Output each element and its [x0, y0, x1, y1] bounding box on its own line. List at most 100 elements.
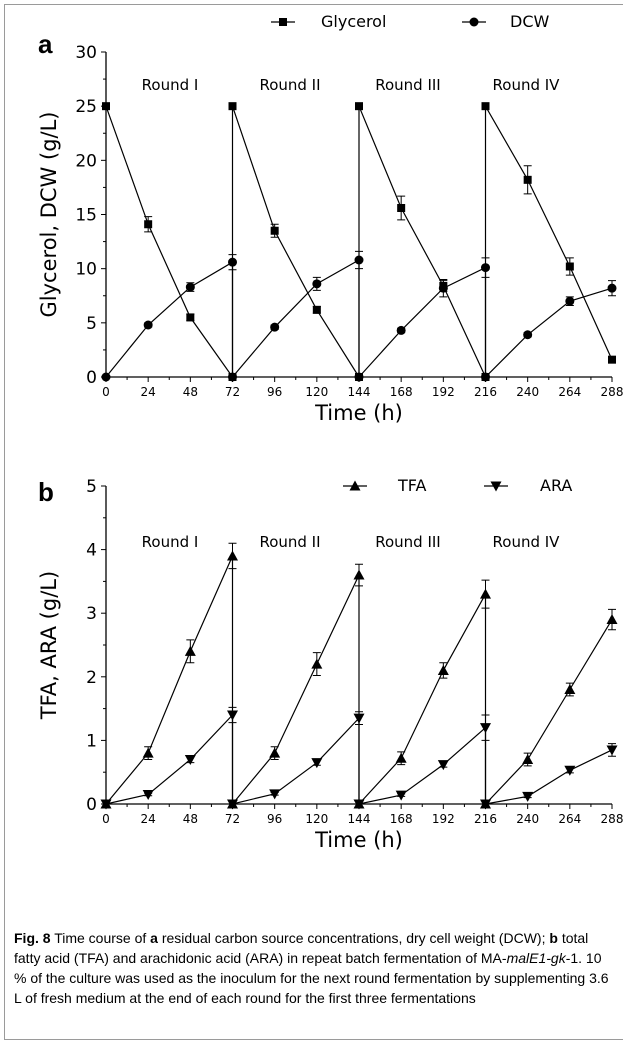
data-point-ara: [564, 766, 575, 776]
x-tick-label: 264: [558, 385, 581, 399]
data-point-glycerol: [144, 220, 152, 228]
data-point-ara: [607, 745, 618, 755]
data-point-glycerol: [271, 227, 279, 235]
legend-marker: [470, 18, 479, 27]
data-point-tfa: [438, 665, 449, 675]
legend-item-ara: ARA: [484, 476, 572, 495]
data-point-tfa: [480, 589, 491, 599]
x-tick-label: 24: [141, 385, 156, 399]
data-point-dcw: [481, 373, 490, 382]
y-tick-label: 4: [86, 541, 97, 561]
caption-text-2: residual carbon source concentrations, d…: [162, 930, 546, 946]
data-point-glycerol: [397, 204, 405, 212]
data-point-tfa: [396, 753, 407, 763]
caption-bold-b: b: [549, 930, 558, 946]
x-tick-label: 216: [474, 812, 497, 826]
data-point-glycerol: [102, 102, 110, 110]
x-tick-label: 288: [601, 812, 624, 826]
x-tick-label: 24: [141, 812, 156, 826]
x-tick-label: 72: [225, 812, 240, 826]
series-dcw: [102, 251, 617, 381]
data-point-glycerol: [482, 102, 490, 110]
legend-label: TFA: [397, 476, 427, 495]
y-ticks: 0 5 10 15 20 25 30: [75, 43, 106, 388]
x-tick-label: 168: [390, 385, 413, 399]
data-point-tfa: [607, 614, 618, 624]
data-point-tfa: [227, 550, 238, 560]
data-point-tfa: [269, 748, 280, 758]
legend-item-glycerol: Glycerol: [271, 12, 386, 31]
y-axis-title: TFA, ARA (g/L): [37, 571, 61, 720]
data-point-dcw: [523, 330, 532, 339]
data-point-dcw: [102, 373, 111, 382]
x-tick-label: 144: [348, 385, 371, 399]
series-line-dcw: [106, 260, 612, 377]
x-tick-label: 0: [102, 385, 110, 399]
round-label: Round III: [375, 76, 441, 94]
data-point-dcw: [481, 263, 490, 272]
data-point-dcw: [397, 326, 406, 335]
y-tick-label: 30: [75, 43, 97, 63]
figure-caption: Fig. 8 Time course of a residual carbon …: [14, 928, 614, 1008]
y-ticks: 0 1 2 3 4 5: [86, 477, 106, 815]
y-tick-label: 25: [75, 97, 97, 117]
legend-item-tfa: TFA: [343, 476, 427, 495]
data-point-glycerol: [355, 102, 363, 110]
data-point-tfa: [564, 684, 575, 694]
round-label: Round IV: [493, 76, 561, 94]
data-point-glycerol: [524, 176, 532, 184]
round-label: Round II: [259, 533, 320, 551]
panel-letter-a: a: [38, 29, 53, 59]
data-point-tfa: [143, 748, 154, 758]
legend-item-dcw: DCW: [462, 12, 549, 31]
y-tick-label: 20: [75, 151, 97, 171]
x-tick-label: 48: [183, 812, 198, 826]
round-label: Round I: [142, 533, 199, 551]
data-point-dcw: [355, 373, 364, 382]
y-tick-label: 0: [86, 368, 97, 388]
legend-label: Glycerol: [321, 12, 386, 31]
x-tick-label: 0: [102, 812, 110, 826]
x-axis-title: Time (h): [314, 828, 403, 852]
data-point-glycerol: [186, 313, 194, 321]
x-tick-label: 264: [558, 812, 581, 826]
y-tick-label: 5: [86, 314, 97, 334]
x-tick-label: 72: [225, 385, 240, 399]
x-tick-label: 120: [305, 812, 328, 826]
series-ara: [101, 707, 618, 809]
round-label: Round III: [375, 533, 441, 551]
panel-letter-b: b: [38, 477, 54, 507]
series-line-ara: [106, 715, 612, 804]
chart-panel-a: a 0 24 48 72 96 120 144 168 192 216 240 264 288 0 5 10 15…: [0, 0, 627, 460]
caption-label: Fig. 8: [14, 930, 51, 946]
caption-bold-a: a: [150, 930, 158, 946]
x-tick-label: 192: [432, 812, 455, 826]
data-point-glycerol: [313, 306, 321, 314]
y-tick-label: 0: [86, 795, 97, 815]
x-axis-title: Time (h): [314, 401, 403, 425]
data-point-tfa: [522, 754, 533, 764]
x-tick-label: 48: [183, 385, 198, 399]
legend-label: ARA: [540, 476, 572, 495]
caption-text-1: Time course of: [54, 930, 146, 946]
data-point-tfa: [185, 646, 196, 656]
x-tick-label: 96: [267, 385, 282, 399]
data-point-dcw: [312, 279, 321, 288]
x-tick-label: 168: [390, 812, 413, 826]
data-point-tfa: [311, 659, 322, 669]
data-point-dcw: [144, 321, 153, 330]
y-tick-label: 1: [86, 731, 97, 751]
data-point-dcw: [439, 284, 448, 293]
data-point-dcw: [186, 283, 195, 292]
data-point-glycerol: [566, 263, 574, 271]
data-point-dcw: [228, 373, 237, 382]
x-tick-label: 96: [267, 812, 282, 826]
y-tick-label: 3: [86, 604, 97, 624]
data-point-dcw: [270, 323, 279, 332]
data-point-glycerol: [608, 356, 616, 364]
data-point-ara: [438, 760, 449, 770]
y-tick-label: 2: [86, 668, 97, 688]
data-point-tfa: [354, 570, 365, 580]
y-axis-title: Glycerol, DCW (g/L): [37, 112, 61, 318]
x-tick-label: 240: [516, 812, 539, 826]
